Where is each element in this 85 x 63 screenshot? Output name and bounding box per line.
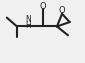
Text: H: H xyxy=(25,21,31,30)
Text: O: O xyxy=(58,6,65,15)
Text: N: N xyxy=(25,15,31,24)
Text: O: O xyxy=(40,2,46,11)
